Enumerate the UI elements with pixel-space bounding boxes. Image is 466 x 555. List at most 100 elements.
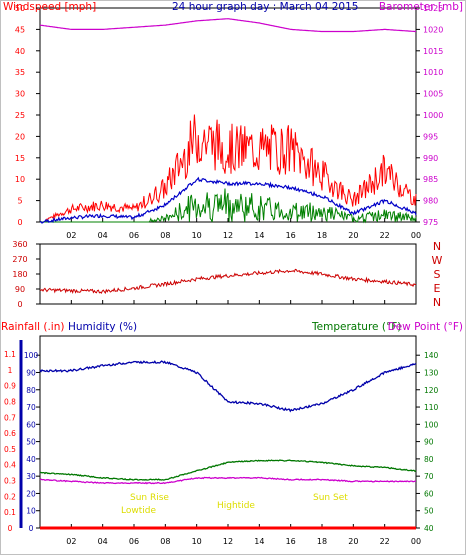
wind-gust-line (40, 114, 417, 223)
time-tick-label: 16 (286, 537, 296, 546)
temperature-panel-series (39, 360, 417, 530)
humidity-tick-label: 0 (29, 524, 34, 533)
time-tick-label: 20 (348, 537, 358, 546)
humidity-tick-label: 20 (26, 489, 36, 498)
wind-tick-label: 45 (15, 25, 25, 34)
time-tick-label: 22 (380, 537, 390, 546)
time-tick-label: 08 (160, 537, 170, 546)
windspeed-axis-title: Windspeed [mph] (3, 1, 96, 13)
temperature-tick-label: 70 (424, 472, 434, 481)
baro-tick-label: 975 (423, 218, 438, 227)
time-tick-label: 02 (66, 231, 76, 240)
temperature-tick-label: 50 (424, 507, 434, 516)
time-tick-label: 12 (223, 231, 233, 240)
wind-tick-label: 50 (15, 4, 25, 13)
baro-tick-label: 995 (423, 132, 438, 141)
time-tick-label: 10 (192, 231, 202, 240)
temperature-tick-label: 110 (424, 403, 439, 412)
direction-tick-label: 270 (12, 255, 27, 264)
humidity-tick-label: 70 (26, 403, 36, 412)
time-tick-label: 00 (411, 537, 421, 546)
rainfall-axis-title: Rainfall (.in) (1, 321, 64, 333)
baro-tick-label: 1025 (423, 4, 443, 13)
temperature-panel-axes: 0 0.1 0.2 0.3 0.4 0.5 0.6 0.7 0.8 0.9 1 1.1 0 10 20 30 4… (4, 340, 439, 533)
dewpoint-axis-title: Dew Point (°F) (388, 321, 463, 333)
compass-label: N (433, 296, 441, 309)
humidity-tick-label: 90 (26, 368, 36, 377)
barometer-axis-title: Barometer [mb] (379, 1, 463, 13)
rain-tick-label: 0.2 (4, 492, 16, 501)
wind-tick-label: 40 (15, 47, 25, 56)
wind-tick-label: 25 (15, 111, 25, 120)
rain-tick-label: 1.1 (4, 350, 16, 359)
rain-tick-label: 0.8 (4, 397, 16, 406)
lowtide-label: Lowtide (121, 506, 156, 516)
wind-direction-line (39, 268, 416, 295)
direction-tick-label: 180 (12, 270, 27, 279)
rain-tick-label: 0.7 (4, 413, 16, 422)
humidity-tick-label: 100 (24, 351, 39, 360)
wind-tick-label: 0 (17, 218, 22, 227)
humidity-line (39, 360, 417, 413)
temperature-tick-label: 80 (424, 455, 434, 464)
wind-average-line (39, 176, 417, 224)
temperature-tick-label: 140 (424, 351, 439, 360)
time-tick-label: 14 (254, 231, 264, 240)
time-tick-label: 08 (160, 231, 170, 240)
chart-title: 24 hour graph day : March 04 2015 (172, 1, 358, 13)
wind-tick-label: 15 (15, 154, 25, 163)
baro-tick-label: 1000 (423, 111, 443, 120)
time-tick-label: 20 (348, 231, 358, 240)
rain-tick-label: 0 (8, 524, 13, 533)
baro-tick-label: 1015 (423, 47, 443, 56)
sun-tide-annotations: Sun Rise Lowtide Hightide Sun Set (121, 493, 348, 516)
sunset-label: Sun Set (313, 493, 348, 503)
time-tick-label: 00 (411, 231, 421, 240)
wind-panel-series (39, 18, 417, 224)
humidity-tick-label: 30 (26, 472, 36, 481)
baro-tick-label: 980 (423, 197, 438, 206)
time-tick-label: 06 (129, 537, 139, 546)
temperature-tick-label: 90 (424, 438, 434, 447)
direction-panel-axes: 0 90 180 270 360 (12, 240, 40, 309)
temperature-line (39, 459, 417, 481)
dewpoint-line (39, 476, 416, 485)
time-tick-label: 22 (380, 231, 390, 240)
humidity-tick-label: 40 (26, 455, 36, 464)
rain-tick-label: 0.9 (4, 382, 16, 391)
baro-tick-label: 990 (423, 154, 438, 163)
temperature-axis-title: Temperature (°F) (311, 321, 401, 333)
time-tick-label: 02 (66, 537, 76, 546)
barometer-line (39, 18, 416, 33)
time-tick-label: 18 (317, 537, 327, 546)
temperature-tick-label: 60 (424, 489, 434, 498)
baro-tick-label: 1010 (423, 68, 443, 77)
time-tick-label: 04 (98, 231, 108, 240)
humidity-axis-title: Humidity (%) (68, 321, 137, 333)
time-tick-label: 16 (286, 231, 296, 240)
rain-tick-label: 0.5 (4, 445, 16, 454)
wind-tick-label: 35 (15, 68, 25, 77)
wind-tick-label: 20 (15, 132, 25, 141)
compass-label: S (434, 268, 441, 281)
humidity-tick-label: 60 (26, 420, 36, 429)
time-tick-label: 06 (129, 231, 139, 240)
time-tick-label: 18 (317, 231, 327, 240)
temperature-tick-label: 100 (424, 420, 439, 429)
baro-tick-label: 1020 (423, 25, 443, 34)
humidity-tick-label: 10 (26, 507, 36, 516)
temperature-tick-label: 120 (424, 386, 439, 395)
humidity-tick-label: 50 (26, 438, 36, 447)
rain-tick-label: 1 (8, 366, 13, 375)
direction-tick-label: 90 (15, 285, 25, 294)
rain-tick-label: 0.6 (4, 429, 16, 438)
temperature-tick-label: 130 (424, 368, 439, 377)
direction-tick-label: 360 (12, 240, 27, 249)
hightide-label: Hightide (217, 501, 255, 511)
wind-min-line (40, 188, 417, 224)
compass-label: W (432, 254, 443, 267)
temperature-tick-label: 40 (424, 524, 434, 533)
compass-label: E (434, 282, 441, 295)
